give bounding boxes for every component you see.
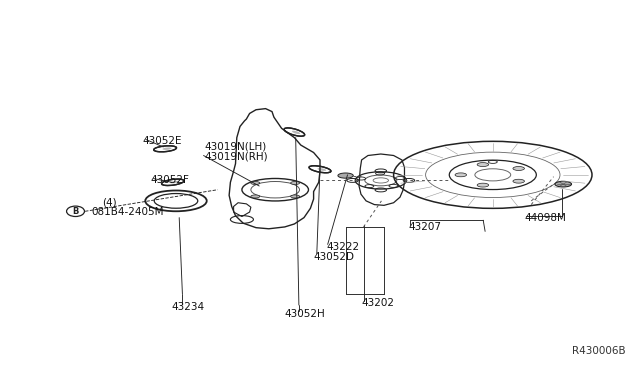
Ellipse shape [317,168,326,171]
Text: R430006B: R430006B [572,346,626,356]
Ellipse shape [170,181,179,183]
Text: 43222: 43222 [326,243,360,252]
Ellipse shape [291,195,300,198]
Text: 43052H: 43052H [285,310,326,319]
Ellipse shape [338,173,353,178]
Text: 43202: 43202 [362,298,395,308]
Ellipse shape [251,182,260,185]
Ellipse shape [555,181,572,187]
Ellipse shape [291,182,300,185]
Text: 43207: 43207 [408,222,442,232]
Ellipse shape [477,163,489,167]
Ellipse shape [513,167,524,170]
Text: (4): (4) [102,198,117,208]
Text: 43019N(RH): 43019N(RH) [205,151,268,161]
Text: 44098M: 44098M [525,213,566,222]
Ellipse shape [513,179,524,183]
Text: 43052E: 43052E [142,137,182,146]
Text: 43019N(LH): 43019N(LH) [205,142,267,152]
Text: 081B4-2405M: 081B4-2405M [92,207,164,217]
Text: 43234: 43234 [172,302,205,312]
Text: 43052D: 43052D [314,252,355,262]
Ellipse shape [163,147,172,150]
Ellipse shape [251,195,260,198]
Text: 43052F: 43052F [150,176,189,185]
Ellipse shape [292,131,300,134]
Ellipse shape [477,183,489,187]
Ellipse shape [455,173,467,177]
Text: B: B [72,207,79,216]
